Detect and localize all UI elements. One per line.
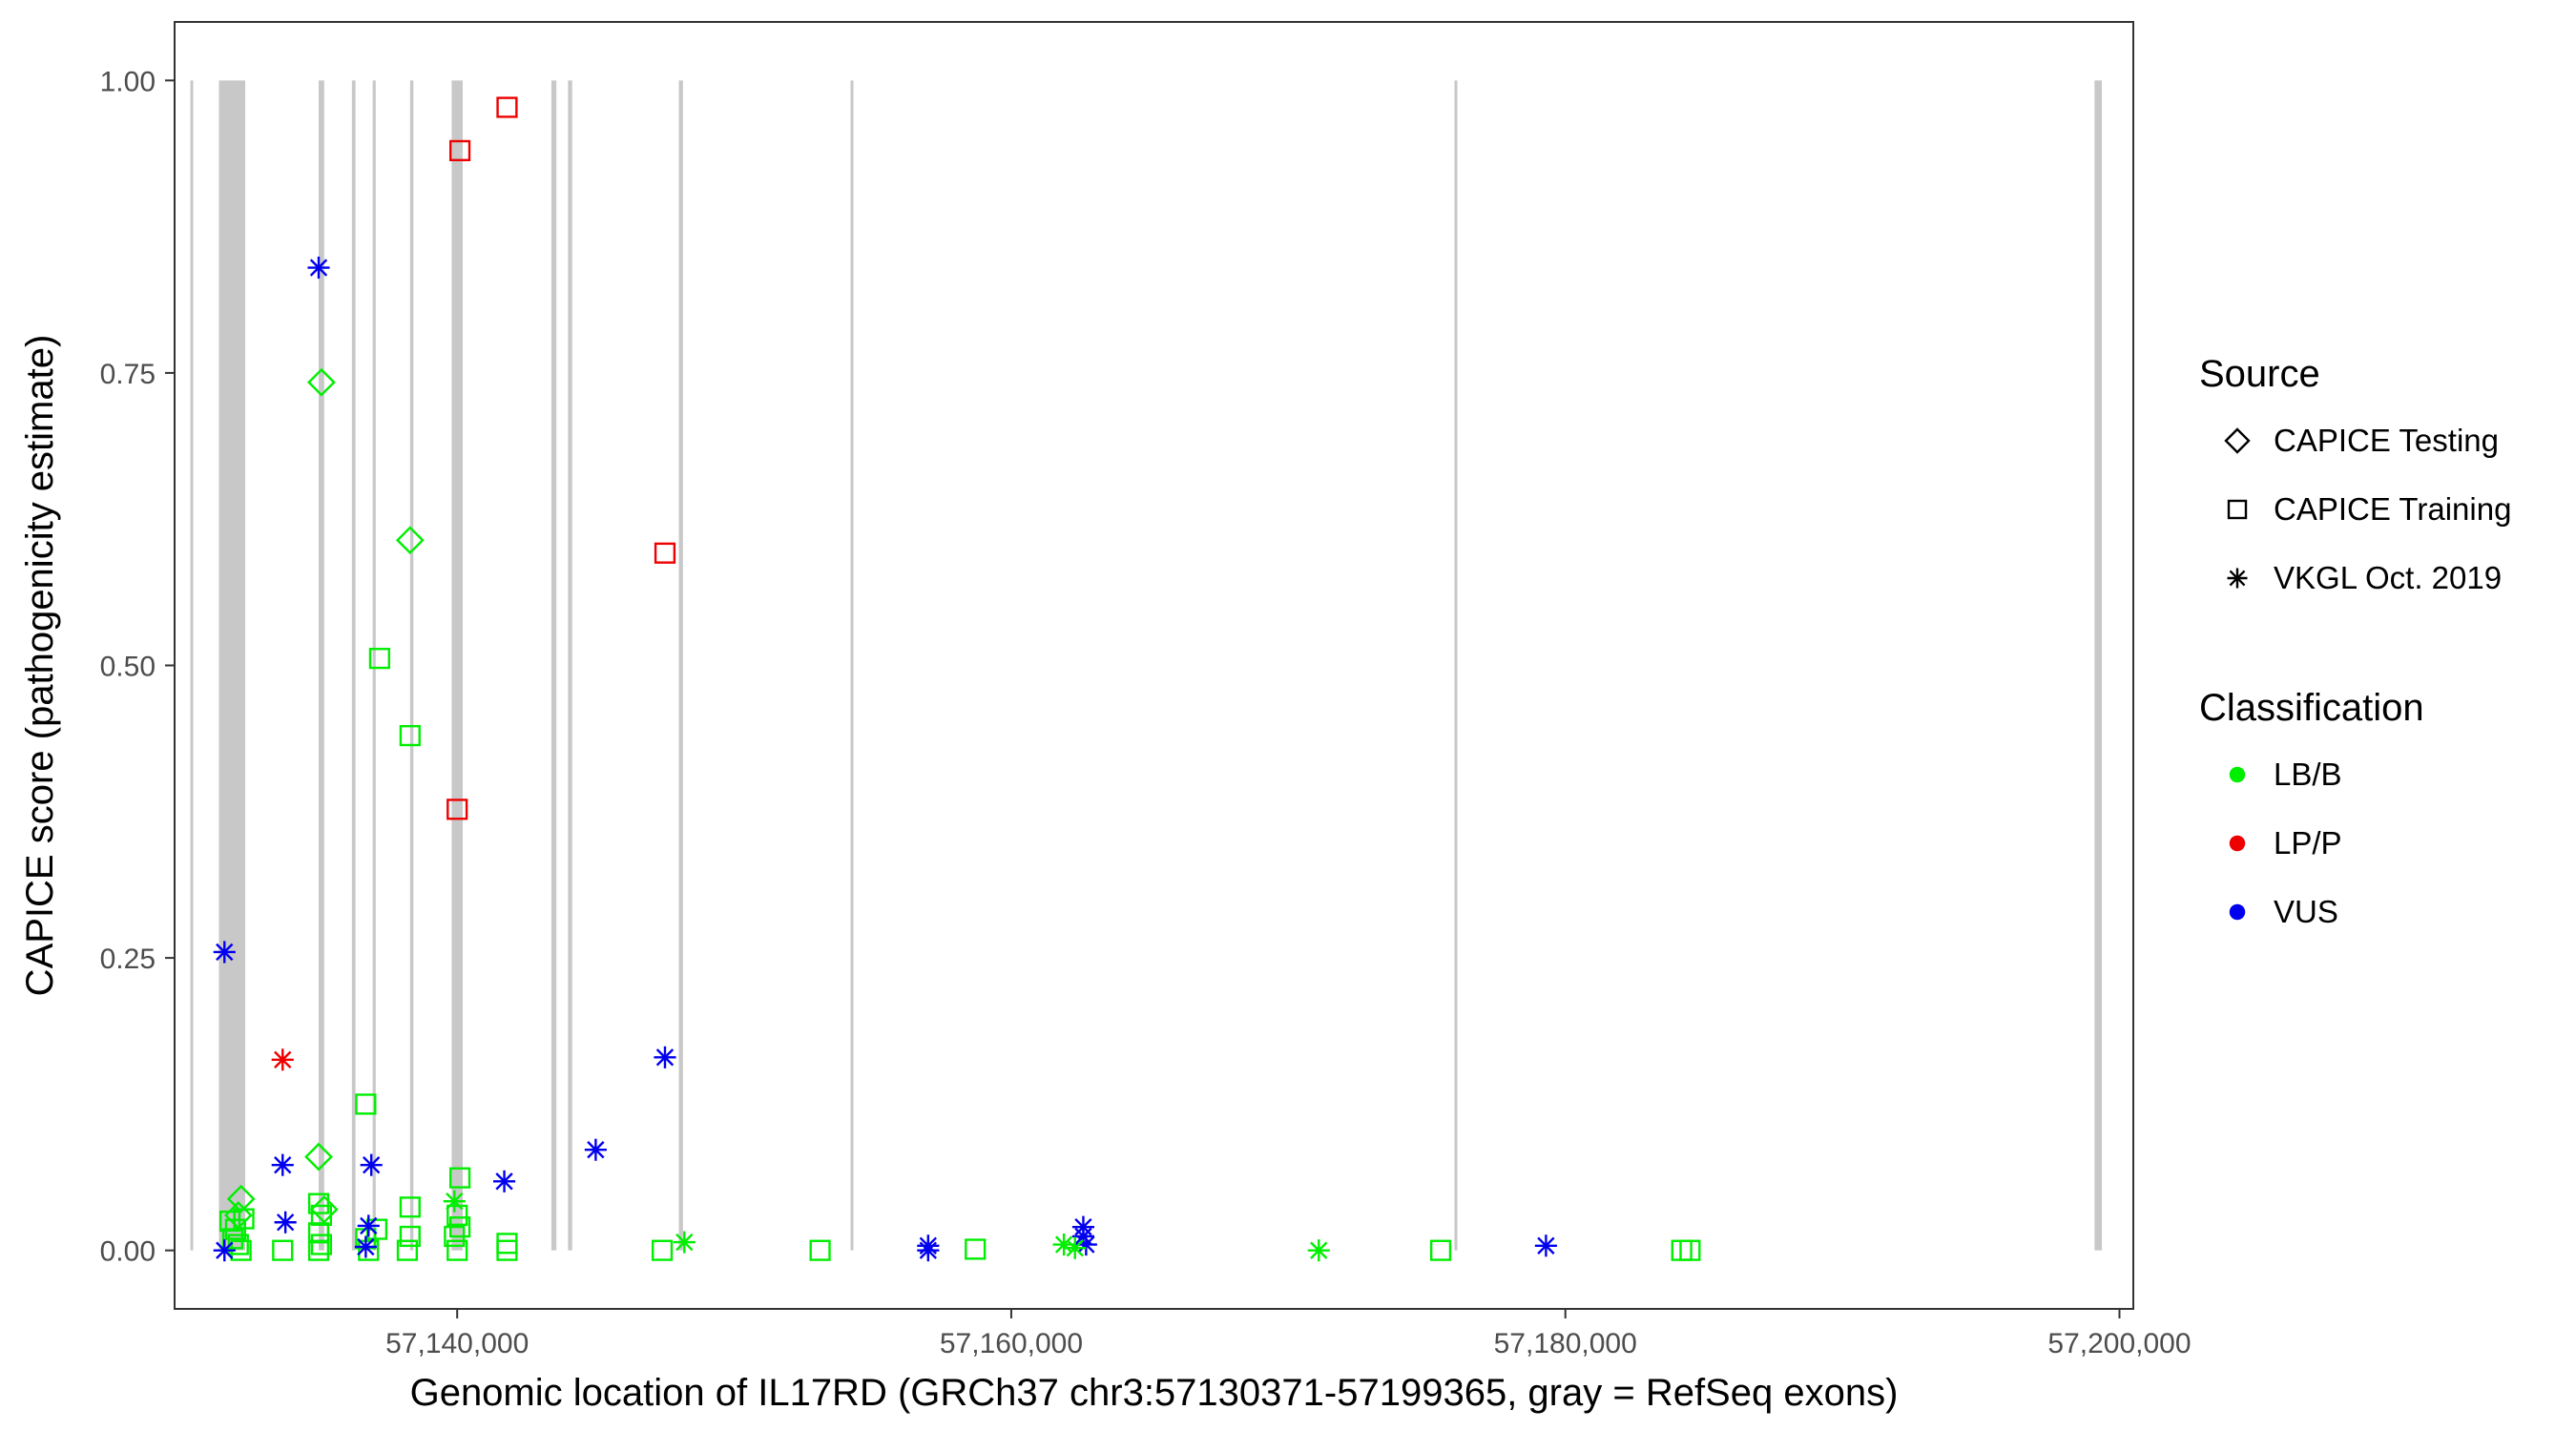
- point-square-26: [358, 1239, 380, 1261]
- exon-band-13: [2094, 80, 2103, 1251]
- legend-title-2: Classification: [2199, 687, 2424, 729]
- axes: 57,140,000 57,160,000 57,180,000 57,200,000…: [100, 66, 2192, 1359]
- point-square-23: [272, 1239, 294, 1261]
- point-square-2: [448, 139, 471, 161]
- legend-key-dot: [2229, 903, 2246, 921]
- x-tick-label: 57,180,000: [1494, 1328, 1637, 1359]
- exon-band-4: [351, 80, 356, 1251]
- y-tick-label: 0.75: [100, 359, 156, 390]
- legend-key-dot: [2229, 835, 2246, 852]
- exon-band-11: [850, 80, 854, 1251]
- exon-band-3: [318, 80, 324, 1251]
- x-tick-label: 57,200,000: [2047, 1328, 2191, 1359]
- x-tick-label: 57,140,000: [385, 1328, 529, 1359]
- legend-key-square: [2227, 499, 2248, 520]
- exon-band-12: [1454, 80, 1458, 1251]
- exon-band-8: [551, 80, 557, 1251]
- data-points: [213, 96, 1701, 1262]
- point-square-33: [651, 1239, 674, 1261]
- legend-key-asterisk: [2227, 568, 2248, 589]
- legend-label: CAPICE Testing: [2274, 423, 2499, 458]
- y-tick-label: 0.25: [100, 944, 156, 975]
- point-square-9: [399, 1196, 421, 1218]
- point-asterisk-3: [654, 1046, 676, 1068]
- point-diamond-3: [307, 367, 336, 397]
- point-asterisk-6: [360, 1153, 383, 1176]
- legend-label: VUS: [2274, 894, 2338, 929]
- point-square-27: [399, 1225, 421, 1248]
- y-axis-title: CAPICE score (pathogenicity estimate): [19, 335, 61, 997]
- point-asterisk-19: [443, 1190, 466, 1213]
- legend-key-diamond: [2224, 427, 2251, 454]
- point-square-16: [307, 1239, 330, 1261]
- point-square-8: [448, 1167, 471, 1189]
- point-asterisk-2: [213, 941, 236, 964]
- point-asterisk-8: [274, 1211, 297, 1234]
- y-tick-label: 0.50: [100, 652, 156, 683]
- point-asterisk-7: [493, 1170, 516, 1192]
- legend-title-1: Source: [2199, 353, 2320, 395]
- point-asterisk-1: [307, 256, 330, 280]
- exon-band-5: [372, 80, 376, 1251]
- exon-band-6: [409, 80, 414, 1251]
- point-asterisk-11: [213, 1239, 236, 1262]
- point-square-15: [310, 1234, 333, 1255]
- y-tick-label: 0.00: [100, 1236, 156, 1268]
- point-asterisk-10: [354, 1235, 377, 1258]
- point-asterisk-17: [1534, 1234, 1557, 1257]
- point-square-13: [310, 1204, 333, 1226]
- exon-band-9: [568, 80, 572, 1251]
- exon-bands: [190, 80, 2103, 1251]
- point-square-1: [496, 96, 518, 118]
- point-square-34: [809, 1239, 831, 1261]
- legend: Source CAPICE Testing CAPICE Training VKGL …: [2199, 353, 2511, 929]
- point-asterisk-22: [1064, 1236, 1087, 1259]
- point-square-32: [496, 1239, 518, 1261]
- point-diamond-4: [304, 1142, 333, 1172]
- point-square-6: [399, 724, 421, 747]
- point-square-14: [307, 1222, 330, 1244]
- exon-band-10: [678, 80, 683, 1251]
- legend-label: VKGL Oct. 2019: [2274, 560, 2502, 595]
- point-square-12: [307, 1192, 330, 1214]
- point-square-35: [965, 1238, 987, 1260]
- point-square-3: [654, 542, 676, 564]
- legend-label: CAPICE Training: [2274, 491, 2511, 527]
- point-asterisk-18: [271, 1048, 294, 1071]
- point-diamond-1: [226, 1184, 256, 1213]
- point-square-38: [1679, 1239, 1701, 1261]
- point-asterisk-9: [357, 1214, 380, 1237]
- point-asterisk-20: [673, 1231, 696, 1254]
- point-square-29: [444, 1225, 466, 1248]
- point-asterisk-23: [1307, 1239, 1330, 1262]
- point-asterisk-5: [271, 1153, 294, 1176]
- x-axis-title: Genomic location of IL17RD (GRCh37 chr3:…: [410, 1372, 1899, 1414]
- exon-band-2: [218, 80, 246, 1251]
- point-square-5: [368, 648, 390, 670]
- point-asterisk-4: [584, 1138, 607, 1161]
- exon-band-7: [451, 80, 463, 1251]
- point-square-17: [218, 1210, 241, 1233]
- point-square-4: [447, 798, 468, 820]
- legend-key-dot: [2229, 766, 2246, 783]
- point-square-21: [233, 1208, 255, 1230]
- point-square-28: [396, 1239, 419, 1261]
- x-tick-label: 57,160,000: [940, 1328, 1083, 1359]
- legend-label: LB/B: [2274, 757, 2342, 792]
- exon-band-1: [190, 80, 194, 1251]
- point-square-30: [447, 1239, 468, 1261]
- legend-label: LP/P: [2274, 825, 2342, 861]
- point-square-36: [1429, 1239, 1452, 1261]
- point-square-10: [447, 1204, 468, 1226]
- point-asterisk-13: [917, 1239, 940, 1262]
- point-square-7: [355, 1093, 377, 1115]
- y-tick-label: 1.00: [100, 66, 156, 97]
- point-diamond-6: [395, 526, 425, 555]
